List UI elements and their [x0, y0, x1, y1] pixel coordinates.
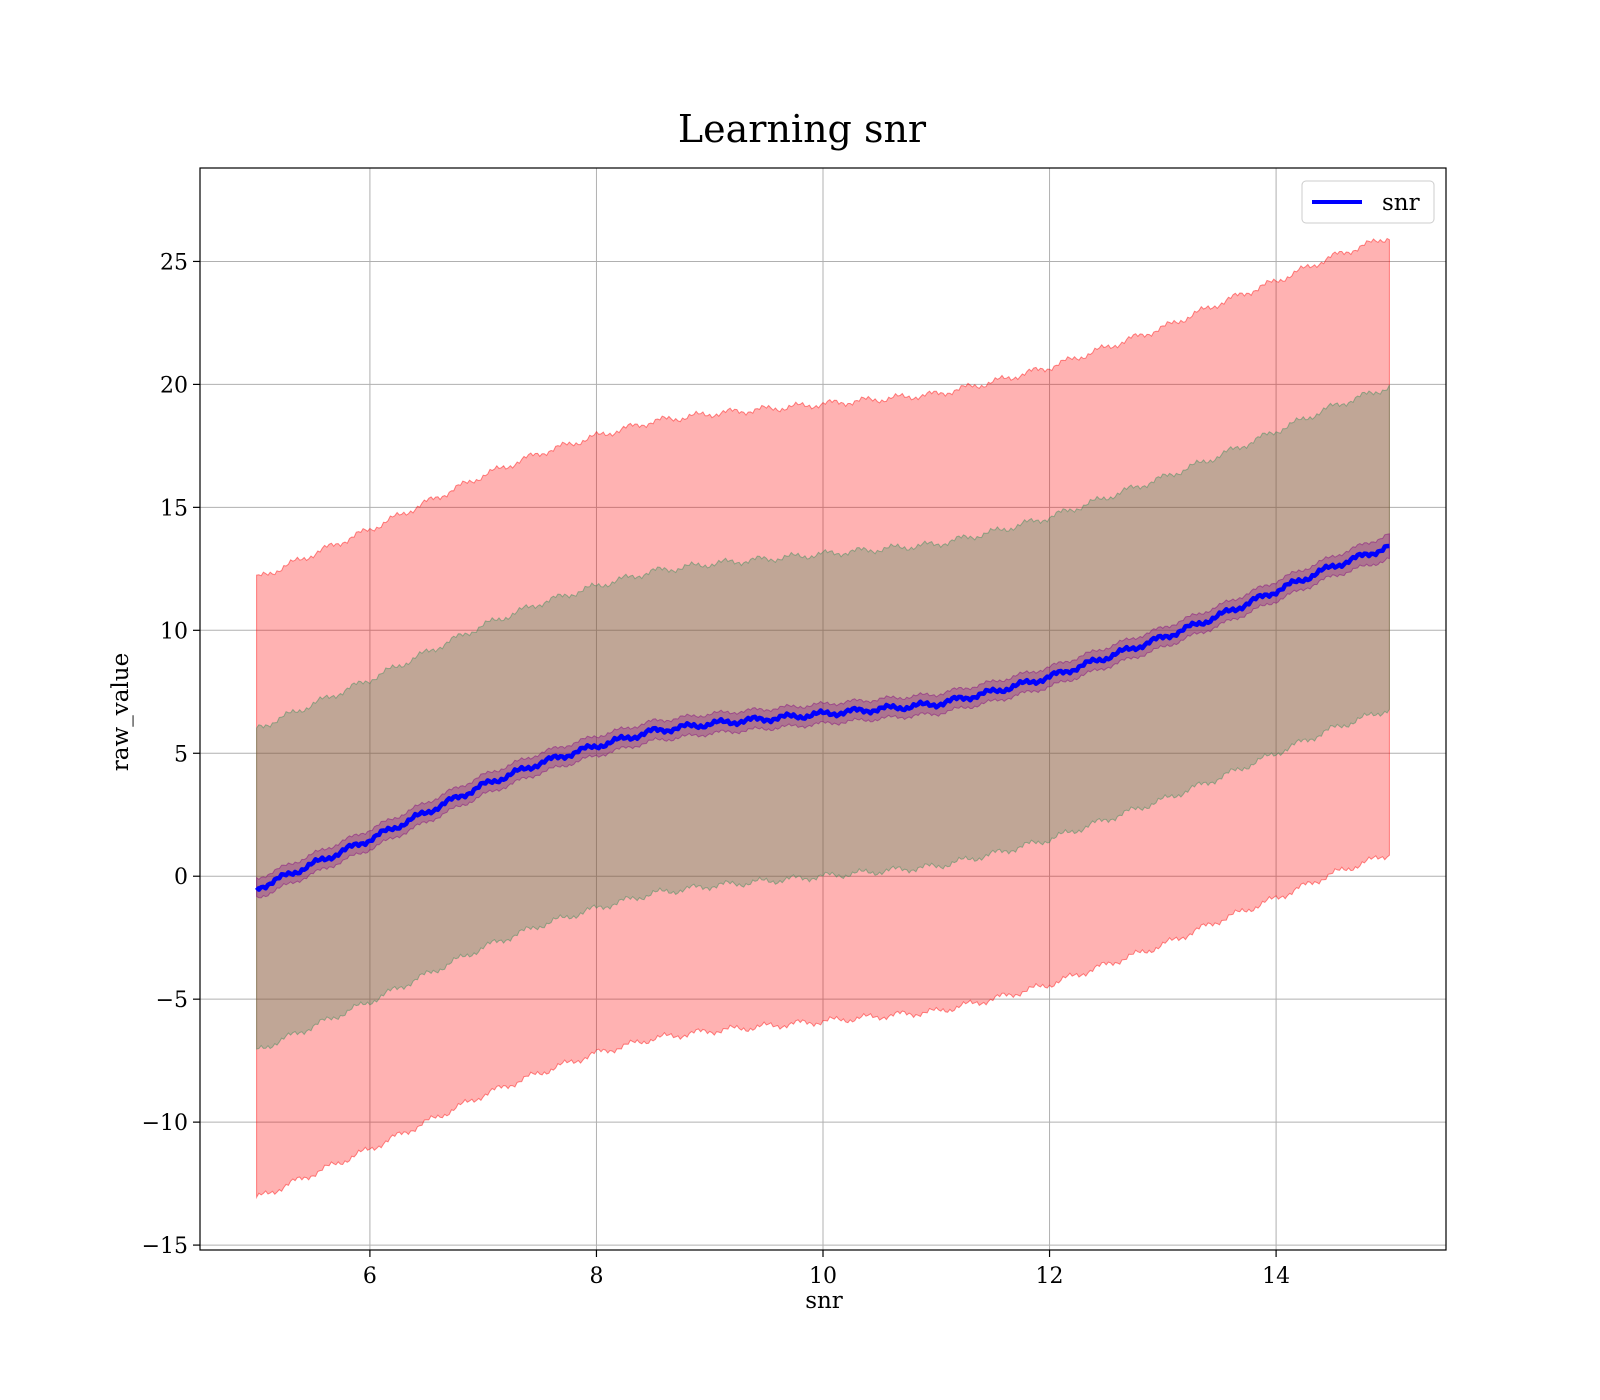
- y-tick-label: 0: [174, 865, 188, 890]
- y-tick-label: 5: [174, 742, 188, 767]
- y-tick-label: 20: [160, 373, 188, 398]
- x-axis-label: snr: [805, 1288, 843, 1314]
- x-tick-label: 12: [1036, 1264, 1064, 1289]
- x-tick-label: 14: [1262, 1264, 1290, 1289]
- y-tick-label: −15: [142, 1234, 188, 1259]
- confidence-band-1: [256, 237, 1390, 1200]
- y-tick-label: −10: [142, 1111, 188, 1136]
- x-tick-label: 10: [809, 1264, 837, 1289]
- y-tick-label: 25: [160, 250, 188, 275]
- confidence-band-3: [256, 533, 1390, 899]
- y-tick-label: 15: [160, 496, 188, 521]
- legend-label: snr: [1382, 190, 1420, 216]
- y-axis-label: raw_value: [108, 653, 134, 771]
- y-tick-label: 10: [160, 619, 188, 644]
- x-tick-label: 8: [589, 1264, 603, 1289]
- plot-area: 6 8 10 12 14 −15 −10 −5 0 5 10 15 20 25 snr: [142, 167, 1447, 1289]
- x-tick-label: 6: [363, 1264, 377, 1289]
- chart-title: Learning snr: [678, 107, 927, 151]
- series-line-snr: [255, 543, 1390, 892]
- confidence-band-2: [256, 384, 1390, 1050]
- legend-box: [1301, 180, 1435, 224]
- y-tick-label: −5: [156, 988, 188, 1013]
